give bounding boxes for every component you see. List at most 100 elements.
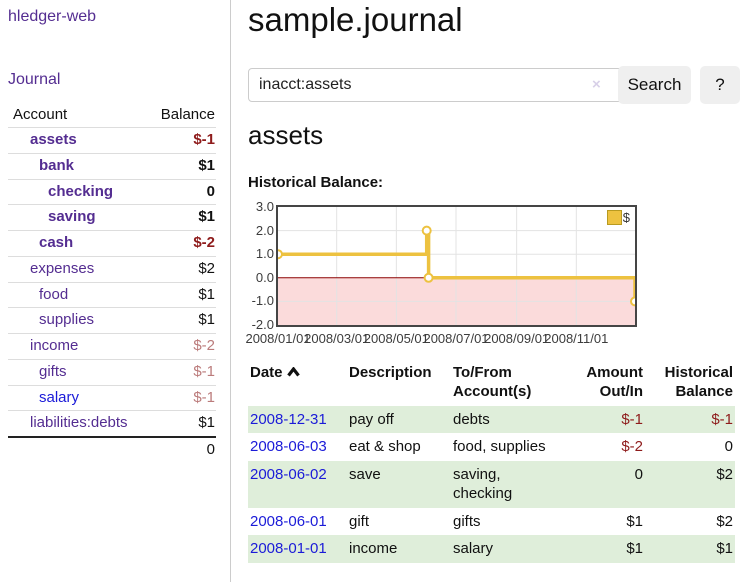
y-tick-label: 0.0 <box>255 269 274 285</box>
y-tick-label: 3.0 <box>255 199 274 214</box>
sort-ascending-icon <box>286 367 300 377</box>
accounts-total-spacer <box>8 437 146 463</box>
register-cell-balance: $2 <box>716 465 733 483</box>
register-cell-accounts: food, supplies <box>453 438 546 455</box>
x-tick-label: 2008/07/01 <box>423 331 489 346</box>
accounts-header-row: Account Balance <box>8 102 216 128</box>
register-header-date[interactable]: Date <box>248 360 347 406</box>
register-cell-description: eat & shop <box>349 438 421 455</box>
search-bar: × Search ? <box>248 66 742 104</box>
transaction-date-link[interactable]: 2008-06-01 <box>250 512 327 530</box>
register-cell-balance: $-1 <box>711 410 733 428</box>
sidebar-account-link-checking[interactable]: checking <box>48 182 114 200</box>
register-row[interactable]: 2008-01-01 income salary $1 $1 <box>248 535 735 563</box>
x-tick-label: 2008/03/01 <box>304 331 370 346</box>
register-cell-date: 2008-06-03 <box>248 433 347 461</box>
sidebar-account-link-liabilities-debts[interactable]: liabilities:debts <box>30 414 128 432</box>
main-content: sample.journal × Search ? assets Histori… <box>245 0 742 582</box>
sidebar-account-link-bank[interactable]: bank <box>39 156 75 174</box>
register-cell-date: 2008-06-01 <box>248 508 347 536</box>
account-balance: $1 <box>198 156 215 174</box>
account-row: supplies $1 <box>8 307 216 334</box>
transaction-date-link[interactable]: 2008-12-31 <box>250 410 327 428</box>
account-balance: $-1 <box>193 362 215 380</box>
account-balance: 0 <box>206 182 215 200</box>
sidebar-account-link-food[interactable]: food <box>39 285 69 303</box>
register-cell-accounts: saving, checking <box>453 465 513 503</box>
clear-search-icon[interactable]: × <box>592 76 601 93</box>
account-balance: $1 <box>198 208 215 226</box>
register-header-amount: Amount Out/In <box>586 364 643 400</box>
account-row: salary $-1 <box>8 385 216 411</box>
chart-legend: $ <box>606 210 630 225</box>
date-header-label: Date <box>250 364 283 381</box>
search-button[interactable]: Search <box>618 66 691 104</box>
sidebar-account-link-supplies[interactable]: supplies <box>39 311 95 329</box>
register-header-row: Date Description To/From Account(s) Amou… <box>248 360 735 406</box>
account-row: expenses $2 <box>8 256 216 282</box>
sidebar-account-link-salary[interactable]: salary <box>39 388 80 406</box>
x-tick-label: 2008/11/01 <box>544 331 609 346</box>
y-tick-label: -1.0 <box>251 293 274 309</box>
help-button[interactable]: ? <box>700 66 740 104</box>
account-balance: $-2 <box>193 337 215 354</box>
register-cell-accounts: gifts <box>453 512 481 530</box>
register-cell-description: pay off <box>349 410 394 428</box>
account-row: assets $-1 <box>8 127 216 154</box>
register-cell-amount: 0 <box>634 465 643 483</box>
sidebar-account-link-assets[interactable]: assets <box>30 131 77 148</box>
sidebar-account-link-income[interactable]: income <box>30 337 79 354</box>
sidebar-account-link-gifts[interactable]: gifts <box>39 362 67 380</box>
accounts-header-account: Account <box>13 106 68 123</box>
register-cell-balance: $2 <box>716 512 733 530</box>
account-balance: $-1 <box>193 388 215 406</box>
register-cell-date: 2008-12-31 <box>248 406 347 434</box>
y-tick-label: 1.0 <box>255 246 274 262</box>
account-balance: $1 <box>198 311 215 329</box>
account-row: liabilities:debts $1 <box>8 410 216 437</box>
account-balance: $2 <box>198 259 215 277</box>
account-row: bank $1 <box>8 153 216 179</box>
register-row[interactable]: 2008-06-01 gift gifts $1 $2 <box>248 508 735 536</box>
app-title[interactable]: hledger-web <box>8 8 97 25</box>
register-header-accounts: To/From Account(s) <box>453 364 532 400</box>
account-balance: $1 <box>198 285 215 303</box>
x-tick-label: 2008/09/01 <box>484 331 550 346</box>
register-cell-accounts: debts <box>453 410 490 428</box>
register-row[interactable]: 2008-06-03 eat & shop food, supplies $-2 0 <box>248 433 735 461</box>
account-row: cash $-2 <box>8 230 216 257</box>
search-input[interactable] <box>248 68 623 102</box>
series-label: $ <box>622 210 630 225</box>
historical-balance-chart: 3.0 2.0 1.0 0.0 -1.0 -2.0 $ 2008/01/01 2008/03… <box>245 199 742 350</box>
account-balance: $1 <box>198 414 215 432</box>
register-row[interactable]: 2008-06-02 save saving, checking 0 $2 <box>248 460 735 508</box>
register-cell-description: income <box>349 540 398 557</box>
register-cell-accounts: salary <box>453 540 494 557</box>
register-cell-date: 2008-01-01 <box>248 535 347 563</box>
x-tick-label: 2008/01/01 <box>245 331 311 346</box>
account-row: gifts $-1 <box>8 359 216 385</box>
sidebar-account-link-cash[interactable]: cash <box>39 234 74 251</box>
register-cell-balance: 0 <box>724 438 733 455</box>
register-cell-amount: $-1 <box>621 410 643 428</box>
register-table: Date Description To/From Account(s) Amou… <box>248 360 735 563</box>
transaction-date-link[interactable]: 2008-01-01 <box>250 540 327 557</box>
register-cell-balance: $1 <box>716 540 733 557</box>
sidebar-account-link-saving[interactable]: saving <box>48 208 96 226</box>
register-header-description: Description <box>349 364 432 381</box>
transaction-date-link[interactable]: 2008-06-03 <box>250 438 327 455</box>
page-title: sample.journal <box>248 1 463 38</box>
register-cell-amount: $1 <box>626 540 643 557</box>
account-balance: $-2 <box>193 234 215 251</box>
register-row[interactable]: 2008-12-31 pay off debts $-1 $-1 <box>248 405 735 434</box>
register-cell-description: save <box>349 465 381 483</box>
register-cell-amount: $1 <box>626 512 643 530</box>
y-tick-label: -2.0 <box>251 317 274 332</box>
account-row: food $1 <box>8 282 216 308</box>
accounts-total-row: 0 <box>8 437 216 463</box>
transaction-date-link[interactable]: 2008-06-02 <box>250 465 327 483</box>
sidebar-account-link-expenses[interactable]: expenses <box>30 259 95 277</box>
x-tick-label: 2008/05/01 <box>363 331 429 346</box>
nav-journal-link[interactable]: Journal <box>8 71 61 88</box>
chart-plot-area: $ <box>276 205 637 327</box>
